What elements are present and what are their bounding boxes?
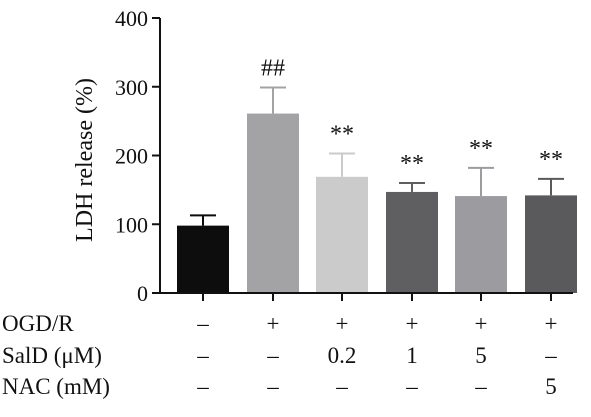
condition-value: – (266, 343, 279, 368)
condition-value: – (196, 311, 209, 336)
bar (455, 196, 507, 293)
y-tick-label: 400 (115, 6, 148, 31)
condition-value: – (405, 374, 418, 399)
condition-label: OGD/R (2, 311, 74, 336)
significance-mark: ** (400, 151, 424, 177)
y-tick-label: 300 (115, 75, 148, 100)
y-tick-label: 0 (137, 281, 148, 306)
significance-mark: ## (261, 55, 285, 81)
condition-table: OGD/R – + + + + + SalD (μM) – – 0.2 1 5 – NAC (mM) – – – –… (2, 311, 557, 399)
y-tick-label: 200 (115, 144, 148, 169)
y-axis: 0 100 200 300 400 (115, 6, 161, 306)
condition-label: NAC (mM) (2, 374, 110, 399)
y-tick-label: 100 (115, 212, 148, 237)
condition-value: – (196, 374, 209, 399)
bar (316, 176, 368, 293)
significance-mark: ** (539, 147, 563, 173)
condition-value: + (406, 311, 419, 336)
condition-value: – (196, 343, 209, 368)
bar (386, 191, 438, 293)
bar (177, 225, 229, 293)
bars (177, 113, 577, 293)
bar (247, 113, 299, 293)
condition-value: 1 (406, 343, 418, 368)
condition-value: – (474, 374, 487, 399)
condition-value: 5 (545, 374, 557, 399)
condition-value: – (266, 374, 279, 399)
condition-value: + (267, 311, 280, 336)
condition-label: SalD (μM) (2, 343, 102, 368)
y-axis-label: LDH release (%) (72, 78, 98, 242)
error-bars (190, 86, 564, 226)
condition-value: + (475, 311, 488, 336)
condition-value: – (335, 374, 348, 399)
x-axis (160, 292, 573, 301)
bar (525, 195, 577, 293)
condition-value: 0.2 (328, 343, 357, 368)
condition-value: + (336, 311, 349, 336)
condition-value: + (545, 311, 558, 336)
significance-mark: ** (469, 136, 493, 162)
significance-mark: ** (330, 121, 354, 147)
condition-value: – (544, 343, 557, 368)
condition-value: 5 (475, 343, 487, 368)
significance-marks: ## ** ** ** ** (261, 55, 563, 177)
